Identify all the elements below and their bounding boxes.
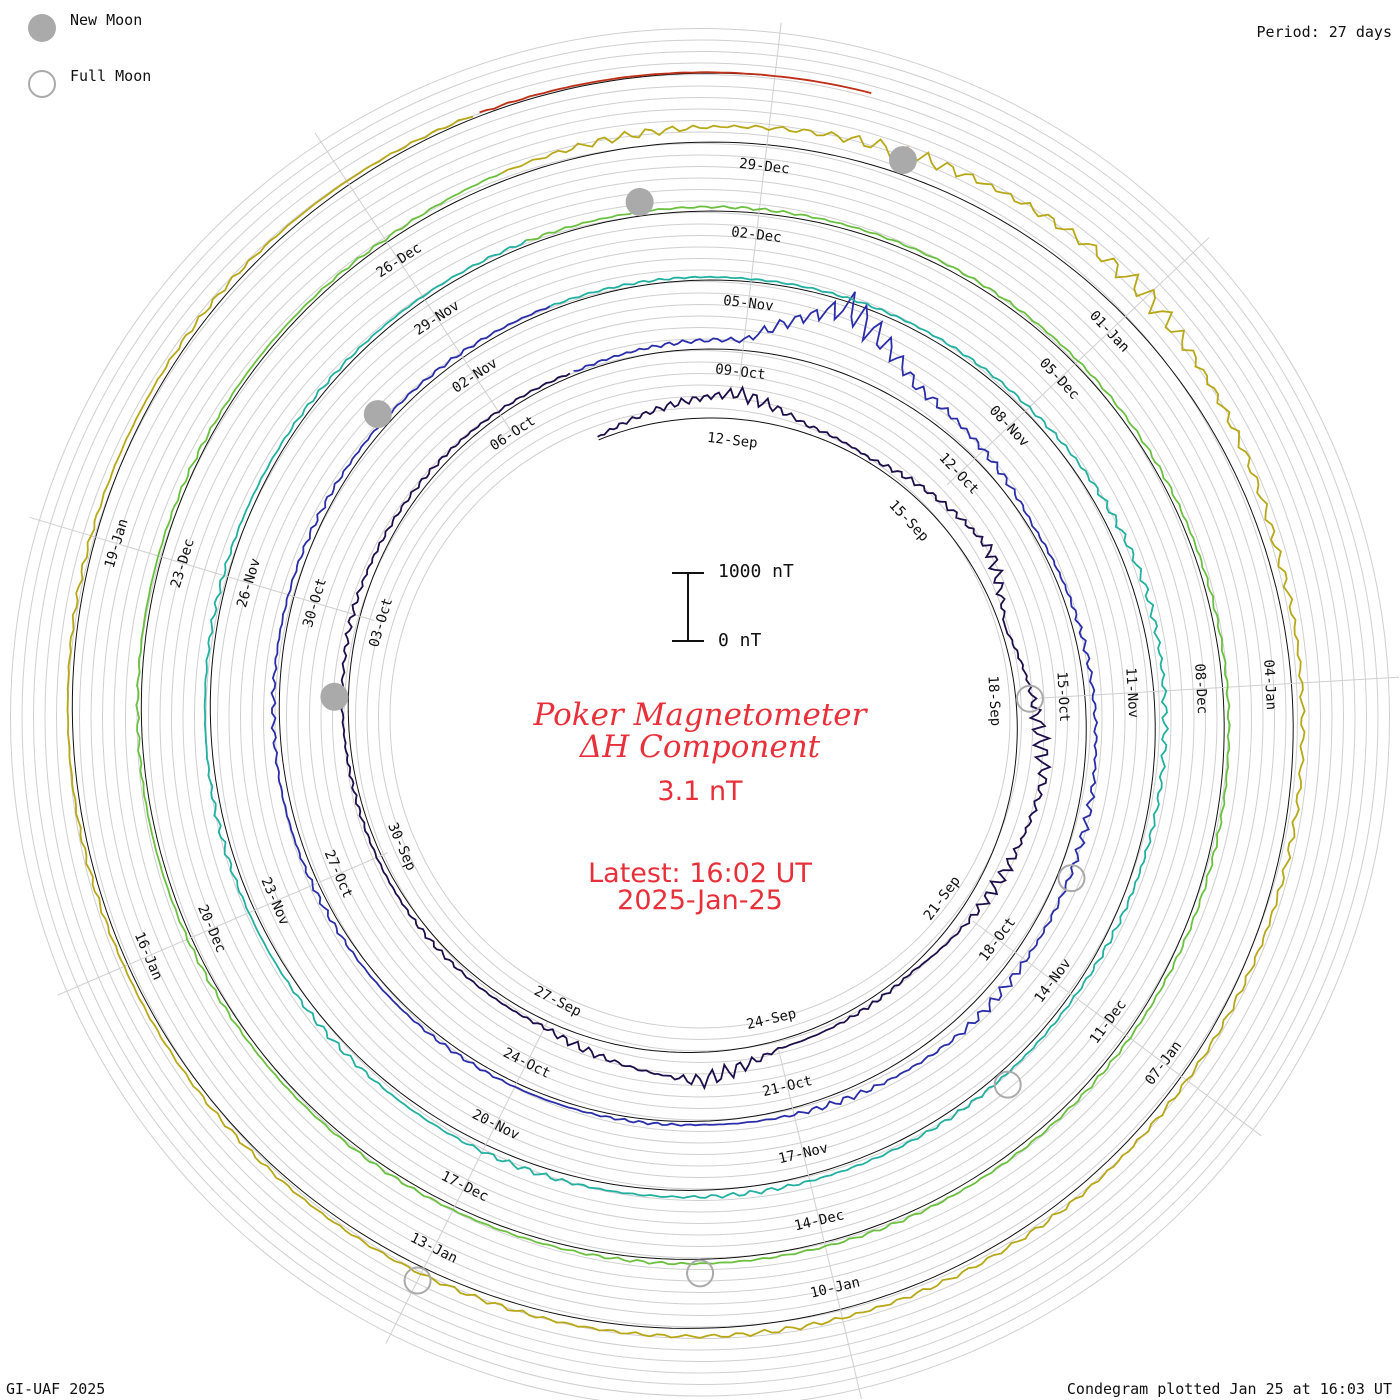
new-moon-marker — [888, 146, 917, 175]
date-label: 21-Oct — [761, 1073, 814, 1100]
date-label: 24-Oct — [500, 1045, 552, 1082]
chart-title: Poker Magnetometer — [533, 697, 867, 733]
date-spoke — [57, 852, 389, 996]
date-label: 18-Sep — [984, 675, 1003, 726]
trace-dec — [135, 172, 1231, 1266]
grid-ring — [56, 74, 1344, 1362]
date-label: 08-Dec — [1191, 663, 1210, 714]
trace-sep — [340, 372, 1052, 1091]
grid-ring — [33, 51, 1367, 1385]
chart-subtitle: ΔH Component — [579, 729, 821, 765]
grid-ring — [90, 108, 1310, 1328]
radial-grid — [10, 28, 1390, 1400]
baseline-spiral — [71, 72, 1294, 1329]
date-spoke — [29, 516, 375, 622]
latest-value: 3.1 nT — [657, 776, 743, 807]
full-moon-marker — [993, 1070, 1022, 1099]
date-label: 04-Jan — [1260, 659, 1279, 710]
grid-ring — [182, 200, 1218, 1236]
grid-ring — [21, 39, 1379, 1397]
date-label: 09-Oct — [714, 361, 766, 383]
full-moon-marker — [686, 1259, 715, 1288]
date-spoke — [1039, 676, 1399, 699]
grid-ring — [44, 62, 1356, 1374]
date-label: 02-Dec — [730, 224, 782, 246]
date-label: 16-Jan — [131, 930, 166, 983]
grid-ring — [240, 258, 1160, 1178]
new-moon-marker — [625, 187, 654, 216]
date-label: 11-Nov — [1122, 667, 1141, 718]
date-spoke — [777, 1048, 863, 1400]
date-label: 15-Oct — [1053, 671, 1072, 722]
grid-ring — [113, 131, 1287, 1305]
moon-markers — [320, 146, 1086, 1295]
date-spoke — [385, 1021, 548, 1344]
grid-ring — [389, 407, 1011, 1029]
date-label: 14-Nov — [1032, 956, 1075, 1006]
date-label: 30-Oct — [300, 576, 330, 629]
full-moon-icon — [28, 70, 56, 98]
date-spoke — [972, 920, 1262, 1137]
latest-date: 2025-Jan-25 — [617, 885, 783, 916]
grid-ring — [136, 154, 1264, 1282]
trace-dec-jan — [66, 115, 1306, 1339]
grid-ring — [125, 143, 1275, 1293]
date-label: 29-Dec — [738, 156, 790, 178]
legend-new-moon: New Moon — [28, 11, 143, 42]
full-moon-label: Full Moon — [70, 67, 152, 85]
grid-ring — [297, 315, 1103, 1121]
date-label: 27-Sep — [531, 983, 583, 1020]
date-label: 17-Nov — [777, 1140, 830, 1167]
date-label: 19-Jan — [102, 517, 132, 570]
date-label: 05-Nov — [722, 293, 774, 315]
scale-top-label: 1000 nT — [718, 561, 794, 582]
grid-ring — [217, 235, 1183, 1201]
date-label: 12-Sep — [706, 430, 758, 452]
date-label: 17-Dec — [439, 1168, 491, 1205]
plotted-label: Condegram plotted Jan 25 at 16:03 UT — [1066, 1380, 1392, 1398]
date-spoke — [738, 22, 782, 381]
grid-ring — [355, 373, 1045, 1063]
grid-ring — [159, 177, 1241, 1259]
period-label: Period: 27 days — [1256, 23, 1392, 41]
new-moon-icon — [28, 14, 56, 42]
date-label: 24-Sep — [745, 1006, 798, 1033]
new-moon-marker — [363, 400, 392, 429]
trace-oct — [270, 291, 1099, 1127]
grid-ring — [102, 120, 1298, 1316]
trace-nov — [203, 239, 1170, 1199]
date-label: 23-Dec — [168, 537, 198, 590]
grid-ring — [286, 304, 1114, 1132]
grid-ring — [228, 246, 1172, 1190]
scale-bar — [672, 572, 704, 642]
date-label: 07-Jan — [1142, 1038, 1185, 1088]
scale-bottom-label: 0 nT — [718, 630, 762, 651]
date-label: 03-Oct — [366, 596, 396, 649]
grid-ring — [10, 28, 1390, 1400]
full-moon-marker — [1015, 684, 1044, 713]
new-moon-label: New Moon — [70, 11, 143, 29]
grid-ring — [263, 281, 1137, 1155]
grid-ring — [378, 396, 1022, 1040]
credit-label: GI-UAF 2025 — [6, 1380, 106, 1398]
date-label: 20-Nov — [469, 1106, 521, 1143]
grid-ring — [194, 212, 1206, 1224]
grid-ring — [332, 350, 1068, 1086]
legend-full-moon: Full Moon — [28, 67, 152, 98]
date-label: 14-Dec — [793, 1207, 846, 1234]
date-label: 26-Nov — [234, 557, 264, 610]
grid-ring — [251, 269, 1149, 1167]
grid-ring — [309, 327, 1091, 1109]
new-moon-marker — [320, 682, 349, 711]
full-moon-marker — [403, 1266, 432, 1295]
date-label: 13-Jan — [408, 1230, 460, 1267]
latest-time: Latest: 16:02 UT — [588, 858, 812, 889]
trace-jan — [479, 71, 872, 114]
full-moon-marker — [1057, 864, 1086, 893]
date-label: 10-Jan — [809, 1274, 862, 1301]
grid-ring — [148, 166, 1252, 1270]
date-spoke — [314, 132, 514, 435]
dh-traces — [66, 71, 1306, 1339]
